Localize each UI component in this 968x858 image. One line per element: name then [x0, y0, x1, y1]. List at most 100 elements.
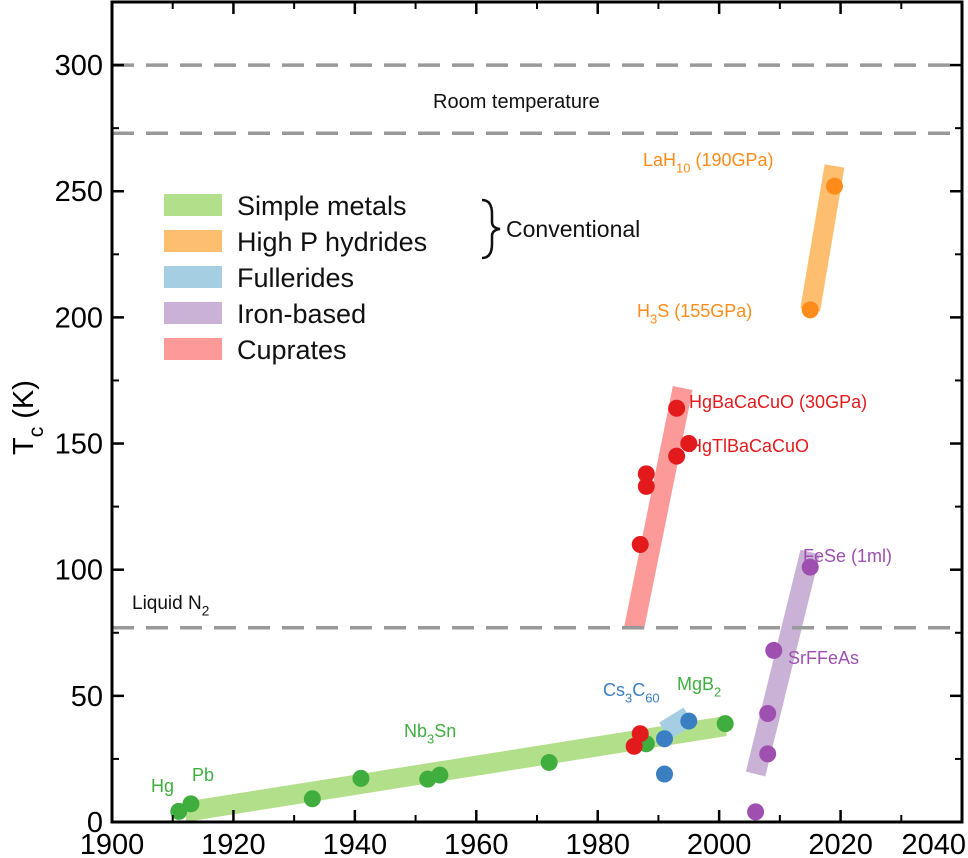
conventional-label: Conventional [506, 216, 640, 242]
band-iron-based [745, 549, 820, 777]
annotation-h3s-part: 3 [650, 311, 657, 326]
point-simple-metals [303, 790, 321, 808]
annotation-srffeas-part: SrFFeAs [788, 648, 859, 668]
annotation-hgtlbacacuo: HgTlBaCaCuO [689, 436, 809, 456]
point-simple-metals [170, 802, 188, 820]
annotation-pb: Pb [192, 765, 214, 785]
annotation-hg: Hg [151, 776, 174, 796]
annotation-pb-part: Pb [192, 765, 214, 785]
x-tick-label: 1900 [80, 829, 145, 858]
annotation-nb3sn-part: Nb [404, 721, 427, 741]
reference-label-room-part: Room temperature [433, 91, 600, 113]
y-tick-label: 150 [55, 429, 103, 461]
y-axis-label: Tc (K) [8, 380, 48, 455]
annotation-hg-part: Hg [151, 776, 174, 796]
x-tick-label: 1960 [444, 829, 509, 858]
x-tick-label: 2020 [808, 829, 873, 858]
x-tick-label: 2040 [901, 829, 966, 858]
annotation-hgbacacuo-part: HgBaCaCuO (30GPa) [689, 392, 867, 412]
annotation-h3s-part: H [637, 301, 650, 321]
annotation-srffeas: SrFFeAs [788, 648, 859, 668]
legend-swatch [164, 338, 222, 360]
annotation-lah10-part: LaH [643, 150, 676, 170]
annotation-nb3sn: Nb3Sn [404, 721, 456, 746]
annotation-fese: FeSe (1ml) [803, 546, 892, 566]
annotation-nb3sn-part: 3 [427, 731, 434, 746]
annotation-cs3c60: Cs3C60 [603, 680, 660, 705]
point-simple-metals [431, 766, 449, 784]
reference-label-ln2-part: Liquid N [132, 593, 202, 614]
legend-swatch [164, 194, 222, 216]
x-tick-label: 1980 [565, 829, 630, 858]
annotation-mgb2-part: 2 [714, 684, 721, 699]
annotation-cs3c60-part: 3 [625, 690, 632, 705]
legend: Simple metals High P hydrides Fullerides Ir… [164, 191, 640, 365]
point-high-p-hydrides [826, 177, 843, 195]
annotation-fese-part: FeSe (1ml) [803, 546, 892, 566]
y-tick-label: 200 [55, 302, 103, 334]
band-cuprates [624, 386, 693, 630]
point-simple-metals [540, 753, 558, 771]
y-axis-label-sub: c [25, 427, 48, 438]
axes: 1900 1920 1940 1960 1980 2000 2020 2040 0 50 100 15… [8, 0, 966, 858]
legend-label: Simple metals [237, 191, 407, 221]
annotation-lah10-part: (190GPa) [690, 150, 773, 170]
y-tick-label: 300 [55, 50, 103, 82]
annotation-mgb2: MgB2 [677, 674, 721, 699]
point-fullerides [680, 712, 698, 730]
annotation-hgbacacuo: HgBaCaCuO (30GPa) [689, 392, 867, 412]
point-cuprates [625, 737, 643, 755]
point-iron-based [759, 705, 777, 723]
plot-frame [110, 0, 964, 824]
annotation-cs3c60-part: Cs [603, 680, 625, 700]
point-cuprates [668, 399, 686, 417]
annotation-mgb2-part: MgB [677, 674, 714, 694]
reference-label-ln2: Liquid N2 [132, 593, 209, 619]
annotation-cs3c60-part: C [632, 680, 645, 700]
legend-label: Fullerides [237, 263, 354, 293]
point-iron-based [765, 641, 783, 659]
legend-label: High P hydrides [237, 227, 427, 257]
legend-swatch [164, 230, 222, 252]
point-cuprates [668, 447, 686, 465]
y-tick-label: 50 [71, 681, 103, 713]
x-tick-label: 1920 [201, 829, 266, 858]
x-tick-label: 2000 [687, 829, 752, 858]
point-iron-based [759, 745, 777, 763]
y-tick-label: 0 [87, 807, 103, 839]
annotation-cs3c60-part: 60 [645, 690, 659, 705]
y-axis-label-unit: (K) [8, 380, 40, 427]
point-iron-based [801, 558, 819, 576]
point-iron-based [747, 803, 765, 821]
y-axis-label-main: T [8, 437, 40, 455]
annotation-h3s-part: S (155GPa) [657, 301, 752, 321]
reference-label-ln2-part: 2 [202, 604, 210, 619]
point-cuprates [631, 725, 649, 743]
legend-label: Iron-based [237, 299, 366, 329]
y-tick-label: 100 [55, 555, 103, 587]
conventional-brace [481, 198, 501, 260]
reference-lines [112, 63, 962, 630]
annotation-hgtlbacacuo-part: HgTlBaCaCuO [689, 436, 809, 456]
annotation-lah10-part: 10 [676, 160, 690, 175]
point-simple-metals [352, 769, 370, 787]
point-cuprates [637, 477, 655, 495]
annotation-lah10: LaH10 (190GPa) [643, 150, 774, 175]
annotation-h3s: H3S (155GPa) [637, 301, 752, 326]
point-cuprates [680, 435, 698, 453]
point-simple-metals [716, 715, 734, 733]
point-high-p-hydrides [801, 301, 819, 319]
legend-label: Cuprates [237, 335, 347, 365]
annotation-nb3sn-part: Sn [434, 721, 456, 741]
point-fullerides [656, 730, 673, 748]
y-tick-label: 250 [55, 176, 103, 208]
point-cuprates [631, 535, 649, 553]
legend-swatch [164, 302, 222, 324]
point-cuprates [637, 465, 655, 483]
data-points [170, 177, 843, 821]
legend-swatch [164, 266, 222, 288]
x-tick-label: 1940 [323, 829, 388, 858]
point-fullerides [656, 765, 673, 783]
